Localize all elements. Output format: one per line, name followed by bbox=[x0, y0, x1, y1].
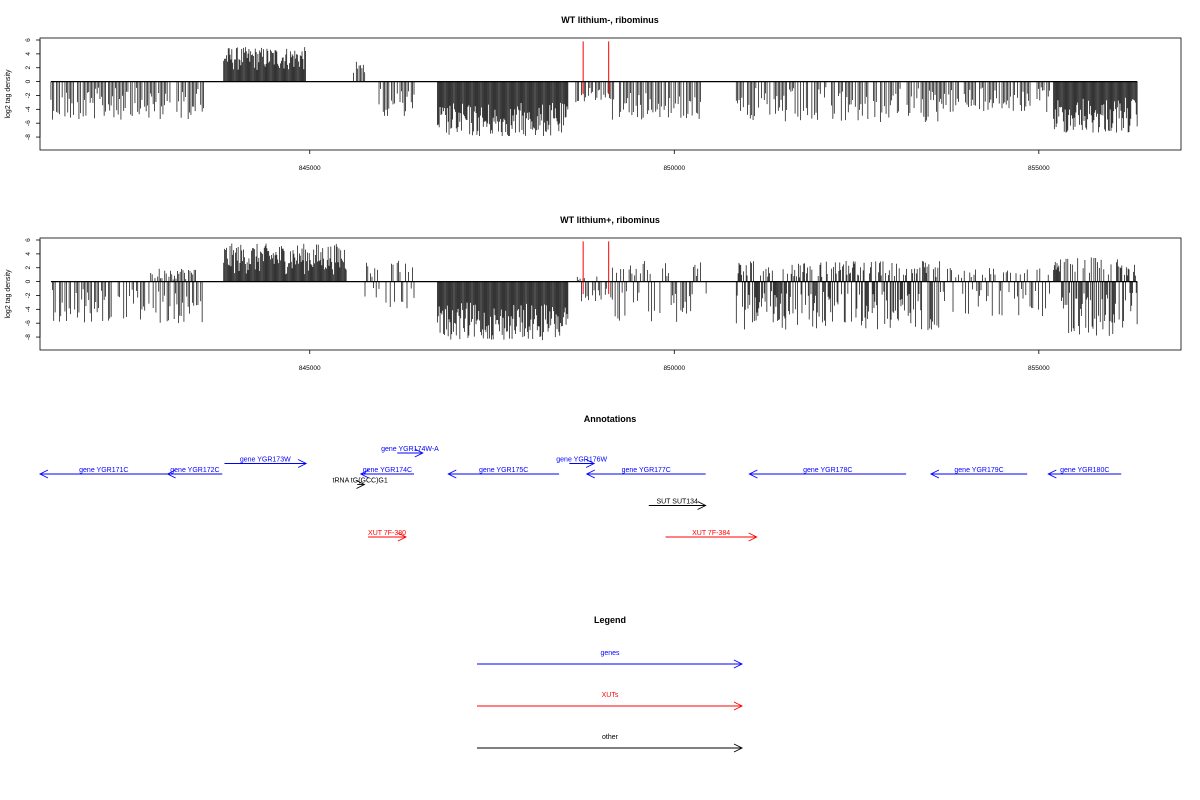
annotation-label: gene YGR171C bbox=[79, 467, 128, 474]
annotation-feature: SUT SUT134 bbox=[648, 499, 707, 510]
panel-1-signal-bars bbox=[50, 47, 1138, 137]
annotation-feature: gene YGR176W bbox=[556, 457, 608, 468]
annotation-label: gene YGR177C bbox=[622, 467, 671, 474]
legend-entry: genes bbox=[477, 650, 744, 669]
annotation-feature: XUT 7F-380 bbox=[368, 530, 408, 542]
x-tick-label: 850000 bbox=[663, 165, 685, 172]
y-tick-label: -6 bbox=[25, 320, 32, 326]
panel-2-signal-bars bbox=[51, 243, 1138, 341]
panel-2-title: WT lithium+, ribominus bbox=[560, 215, 660, 225]
y-tick-label: 6 bbox=[25, 38, 32, 42]
annotation-label: XUT 7F-380 bbox=[368, 530, 406, 537]
y-tick-label: -4 bbox=[25, 106, 32, 112]
annotation-feature: XUT 7F-384 bbox=[665, 530, 758, 542]
annotation-feature: gene YGR174W-A bbox=[381, 446, 439, 458]
legend-panel: Legend genes XUTs other bbox=[477, 615, 744, 753]
annotation-label: XUT 7F-384 bbox=[692, 530, 730, 537]
annotation-feature: tRNA tG(GCC)G1 bbox=[333, 478, 388, 489]
panel-1-title: WT lithium-, ribominus bbox=[561, 15, 659, 25]
annotation-feature: gene YGR173W bbox=[224, 457, 308, 468]
y-tick-label: -6 bbox=[25, 120, 32, 126]
y-tick-label: -8 bbox=[25, 134, 32, 140]
annotation-label: gene YGR178C bbox=[803, 467, 852, 474]
legend-label: XUTs bbox=[602, 692, 619, 699]
annotation-label: gene YGR174C bbox=[363, 467, 412, 474]
annotation-feature: gene YGR177C bbox=[585, 467, 706, 479]
x-tick-label: 845000 bbox=[299, 165, 321, 172]
annotation-label: gene YGR180C bbox=[1060, 467, 1109, 474]
signal-panel-2: WT lithium+, ribominus log2 tag density … bbox=[5, 215, 1182, 372]
y-tick-label: -2 bbox=[25, 292, 32, 298]
annotation-features: gene YGR171C gene YGR172C gene YGR173W gene… bbox=[38, 446, 1122, 542]
annotation-label: gene YGR179C bbox=[954, 467, 1003, 474]
panel-2-x-axis: 845000 850000 855000 bbox=[299, 350, 1050, 372]
signal-panel-1: WT lithium-, ribominus log2 tag density … bbox=[5, 15, 1182, 172]
x-tick-label: 845000 bbox=[299, 365, 321, 372]
annotations-title: Annotations bbox=[584, 414, 637, 424]
annotation-feature: gene YGR178C bbox=[748, 467, 907, 479]
panel-2-y-axis: -8 -6 -4 -2 0 2 4 6 bbox=[25, 238, 41, 340]
annotation-feature: gene YGR174C bbox=[359, 467, 415, 479]
annotation-feature: gene YGR175C bbox=[447, 467, 560, 479]
annotation-feature: gene YGR171C bbox=[38, 467, 168, 479]
annotation-label: gene YGR175C bbox=[479, 467, 528, 474]
panel-1-frame bbox=[39, 37, 1182, 151]
panel-2-y-axis-label: log2 tag density bbox=[5, 269, 12, 319]
y-tick-label: 2 bbox=[25, 66, 32, 70]
annotation-label: tRNA tG(GCC)G1 bbox=[333, 478, 388, 485]
y-tick-label: 0 bbox=[25, 279, 32, 283]
x-tick-label: 855000 bbox=[1028, 365, 1050, 372]
panel-1-y-axis-label: log2 tag density bbox=[5, 69, 12, 119]
x-tick-label: 850000 bbox=[663, 365, 685, 372]
y-tick-label: -4 bbox=[25, 306, 32, 312]
legend-title: Legend bbox=[594, 615, 626, 625]
legend-label: other bbox=[602, 734, 619, 741]
panel-1-y-axis: -8 -6 -4 -2 0 2 4 6 bbox=[25, 38, 41, 140]
y-tick-label: 0 bbox=[25, 79, 32, 83]
annotation-label: gene YGR174W-A bbox=[381, 446, 439, 453]
annotation-label: SUT SUT134 bbox=[656, 499, 698, 506]
legend-entry: XUTs bbox=[477, 692, 744, 711]
y-tick-label: -8 bbox=[25, 334, 32, 340]
y-tick-label: 2 bbox=[25, 266, 32, 270]
panel-1-markers bbox=[582, 41, 610, 95]
x-tick-label: 855000 bbox=[1028, 165, 1050, 172]
panel-2-frame bbox=[39, 237, 1182, 351]
y-tick-label: 4 bbox=[25, 252, 32, 256]
annotation-feature: gene YGR179C bbox=[929, 467, 1028, 479]
panel-2-markers bbox=[582, 241, 610, 295]
annotation-label: gene YGR173W bbox=[240, 457, 291, 464]
legend-label: genes bbox=[600, 650, 620, 657]
annotation-feature: gene YGR172C bbox=[166, 467, 223, 479]
legend-entry: other bbox=[477, 734, 744, 753]
legend-entries: genes XUTs other bbox=[477, 650, 744, 753]
y-tick-label: 6 bbox=[25, 238, 32, 242]
annotation-feature: gene YGR180C bbox=[1047, 467, 1122, 479]
annotation-label: gene YGR172C bbox=[170, 467, 219, 474]
annotations-panel: Annotations gene YGR171C gene YGR172Cgene… bbox=[38, 414, 1122, 542]
y-tick-label: 4 bbox=[25, 52, 32, 56]
panel-1-x-axis: 845000 850000 855000 bbox=[299, 150, 1050, 172]
y-tick-label: -2 bbox=[25, 92, 32, 98]
annotation-label: gene YGR176W bbox=[556, 457, 607, 464]
